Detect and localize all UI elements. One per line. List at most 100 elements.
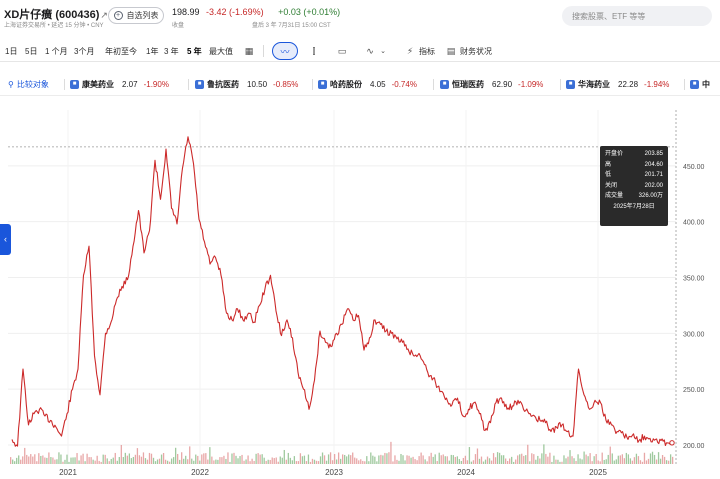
volume-bar bbox=[474, 454, 477, 464]
volume-bar bbox=[529, 461, 531, 464]
volume-bar bbox=[585, 454, 587, 464]
indicators-button[interactable]: 指标 bbox=[419, 47, 435, 56]
volume-bar bbox=[390, 441, 392, 464]
volume-bar bbox=[378, 455, 380, 464]
search-input[interactable]: 搜索股票、ETF 等等 bbox=[562, 6, 712, 26]
range-5d[interactable]: 5日 bbox=[25, 47, 38, 56]
volume-bar bbox=[591, 461, 593, 464]
chevron-down-icon[interactable]: ⌄ bbox=[380, 48, 386, 55]
volume-bar bbox=[295, 461, 298, 464]
tooltip-high-value: 204.60 bbox=[644, 161, 663, 168]
volume-bar bbox=[671, 456, 674, 464]
volume-bar bbox=[456, 456, 458, 464]
volume-bar bbox=[201, 454, 203, 464]
tooltip-low-row: 低 201.71 bbox=[605, 170, 663, 181]
volume-bar bbox=[653, 454, 656, 464]
volume-bar bbox=[392, 461, 394, 464]
volume-bar bbox=[422, 455, 424, 464]
volume-bar bbox=[625, 452, 628, 464]
collapse-panel-tab[interactable]: ‹ bbox=[0, 224, 11, 255]
chart-svg[interactable]: 200.00 250.00 300.00 350.00 400.00 450.00 2021… bbox=[0, 98, 720, 479]
volume-bar bbox=[34, 454, 36, 464]
volume-bar bbox=[382, 455, 384, 464]
volume-bar bbox=[539, 458, 541, 464]
volume-bar bbox=[168, 461, 171, 464]
volume-bar bbox=[517, 455, 519, 464]
compare-item[interactable]: ■ 鲁抗医药 10.50 -0.85% bbox=[195, 77, 298, 92]
candlestick-icon[interactable]: ⫿ bbox=[312, 45, 316, 56]
compare-pct: -1.09% bbox=[518, 80, 544, 89]
range-1d[interactable]: 1日 bbox=[5, 47, 18, 56]
range-3m[interactable]: 3个月 bbox=[74, 47, 95, 56]
volume-bar bbox=[96, 455, 98, 464]
range-1m[interactable]: 1 个月 bbox=[45, 47, 68, 56]
volume-bar bbox=[551, 461, 553, 464]
volume-bar bbox=[58, 452, 60, 464]
volume-bar bbox=[364, 461, 366, 464]
volume-bar bbox=[655, 459, 658, 464]
volume-bar bbox=[289, 457, 291, 464]
price-change: -3.42 (-1.69%) bbox=[206, 7, 264, 17]
volume-bar bbox=[434, 454, 436, 464]
volume-bar bbox=[418, 456, 420, 464]
volume-bar bbox=[277, 461, 279, 464]
volume-bar bbox=[420, 452, 422, 464]
volume-bar bbox=[486, 456, 489, 464]
indicators-icon[interactable]: ⚡ bbox=[406, 45, 414, 56]
volume-bar bbox=[162, 452, 165, 464]
volume-bar bbox=[223, 455, 225, 464]
compare-item[interactable]: ■ 康美药业 2.07 -1.90% bbox=[70, 77, 169, 92]
compare-price: 2.07 bbox=[122, 80, 138, 89]
y-tick-label: 400.00 bbox=[683, 220, 705, 227]
volume-bar bbox=[26, 454, 28, 464]
company-logo-icon: ■ bbox=[70, 80, 79, 89]
volume-bar bbox=[358, 460, 360, 464]
chart-tooltip: 开盘价 203.85 高 204.60 低 201.71 关闭 202.00 成交量 32… bbox=[600, 146, 668, 226]
compare-button[interactable]: ⚲ 比较对象 bbox=[8, 79, 49, 90]
financials-icon[interactable]: ▤ bbox=[446, 45, 456, 56]
line-chart-icon[interactable]: 〰 bbox=[272, 42, 298, 60]
range-1y[interactable]: 1年 bbox=[146, 47, 159, 56]
volume-bar bbox=[116, 460, 118, 464]
volume-bar bbox=[559, 461, 561, 464]
volume-bar bbox=[259, 454, 261, 464]
volume-bar bbox=[645, 460, 648, 464]
volume-bar bbox=[641, 461, 644, 464]
range-5y[interactable]: 5 年 bbox=[187, 47, 202, 56]
range-ytd[interactable]: 年初至今 bbox=[105, 47, 137, 56]
volume-bar bbox=[446, 456, 448, 464]
volume-bar bbox=[217, 459, 219, 464]
volume-bar bbox=[494, 457, 497, 464]
volume-bar bbox=[130, 458, 133, 464]
volume-bar bbox=[376, 461, 378, 464]
range-3y[interactable]: 3 年 bbox=[164, 47, 179, 56]
calendar-icon[interactable]: ▦ bbox=[244, 45, 254, 56]
volume-bar bbox=[649, 453, 652, 464]
volume-bar bbox=[476, 448, 479, 464]
volume-bar bbox=[108, 461, 110, 464]
volume-bar bbox=[82, 453, 84, 464]
volume-bar bbox=[557, 459, 559, 464]
bar-chart-icon[interactable]: ▭ bbox=[337, 45, 347, 56]
compare-item[interactable]: ■ 华海药业 22.28 -1.94% bbox=[566, 77, 669, 92]
price-line: 198.99 -3.42 (-1.69%) +0.03 (+0.01%) bbox=[172, 7, 340, 17]
drawing-tool-icon[interactable]: ∿ bbox=[366, 45, 374, 56]
external-link-icon[interactable]: ↗ bbox=[100, 10, 108, 20]
compare-item[interactable]: ■ 哈药股份 4.05 -0.74% bbox=[318, 77, 417, 92]
compare-item[interactable]: ■ 中 bbox=[690, 77, 718, 92]
volume-bar bbox=[569, 450, 571, 464]
stock-name: XD片仔癀 (600436) bbox=[4, 9, 100, 21]
financials-button[interactable]: 财务状况 bbox=[460, 47, 492, 56]
volume-bar bbox=[303, 455, 306, 464]
volume-bar bbox=[14, 461, 16, 464]
volume-bar bbox=[629, 458, 632, 464]
compare-pct: -1.90% bbox=[143, 80, 169, 89]
compare-item[interactable]: ■ 恒瑞医药 62.90 -1.09% bbox=[440, 77, 543, 92]
price-chart[interactable]: 200.00 250.00 300.00 350.00 400.00 450.00 2021… bbox=[0, 98, 720, 479]
volume-bar bbox=[64, 459, 66, 464]
compare-name: 华海药业 bbox=[578, 80, 610, 89]
stock-title: XD片仔癀 (600436)↗ bbox=[4, 6, 108, 22]
range-max[interactable]: 最大值 bbox=[209, 47, 233, 56]
volume-bar bbox=[100, 461, 102, 464]
watchlist-button[interactable]: + 自选列表 bbox=[108, 7, 164, 24]
